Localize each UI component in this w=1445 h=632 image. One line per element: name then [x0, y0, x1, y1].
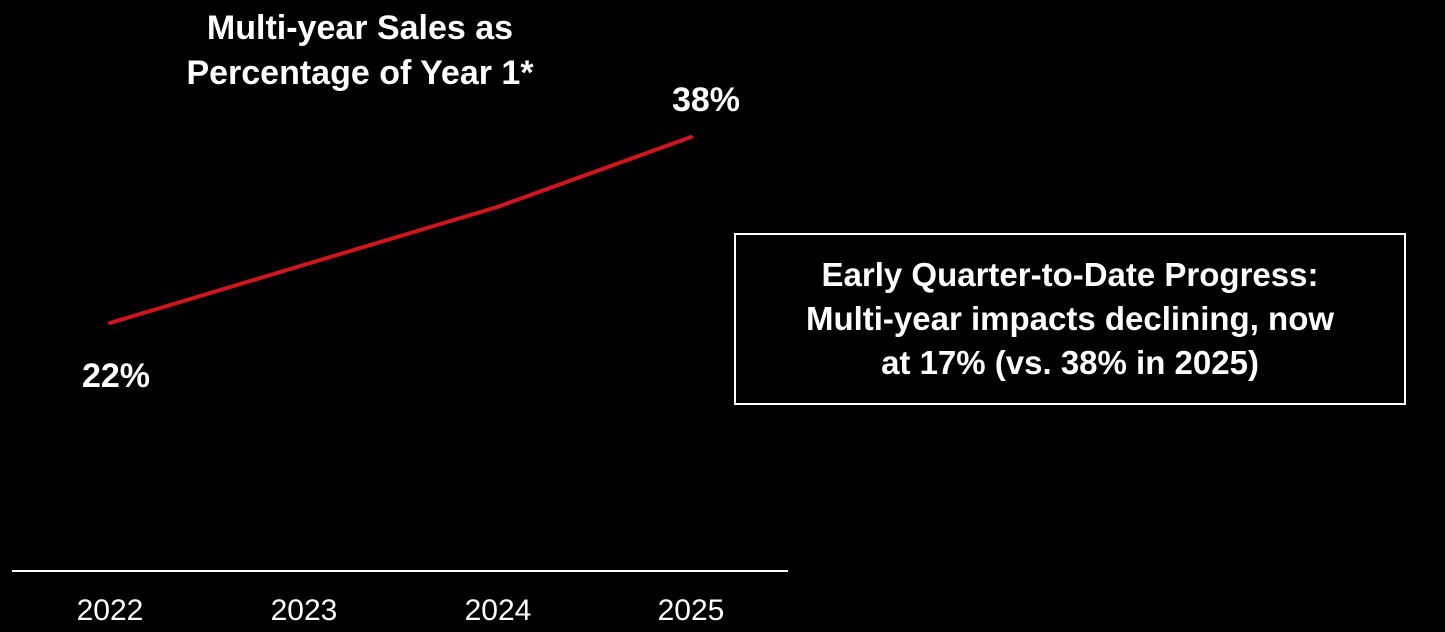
data-label-2022: 22% — [82, 357, 150, 395]
callout-box: Early Quarter-to-Date Progress: Multi-ye… — [734, 233, 1406, 405]
callout-line-3: at 17% (vs. 38% in 2025) — [881, 344, 1259, 381]
line-chart: 2022 2023 2024 2025 22% 38% — [12, 81, 788, 627]
x-tick-label-2022: 2022 — [77, 594, 144, 627]
x-tick-label-2024: 2024 — [465, 594, 532, 627]
callout-line-2: Multi-year impacts declining, now — [805, 300, 1335, 337]
x-tick-label-2023: 2023 — [271, 594, 338, 627]
series-line-0 — [108, 135, 693, 325]
chart-title-line-2: Percentage of Year 1* — [186, 54, 534, 92]
callout-line-1: Early Quarter-to-Date Progress: — [821, 256, 1319, 293]
chart-title-line-1: Multi-year Sales as — [206, 9, 514, 47]
chart-title: Multi-year Sales as Percentage of Year 1… — [130, 6, 590, 96]
x-tick-label-2025: 2025 — [658, 594, 725, 627]
data-label-2025: 38% — [672, 81, 740, 119]
